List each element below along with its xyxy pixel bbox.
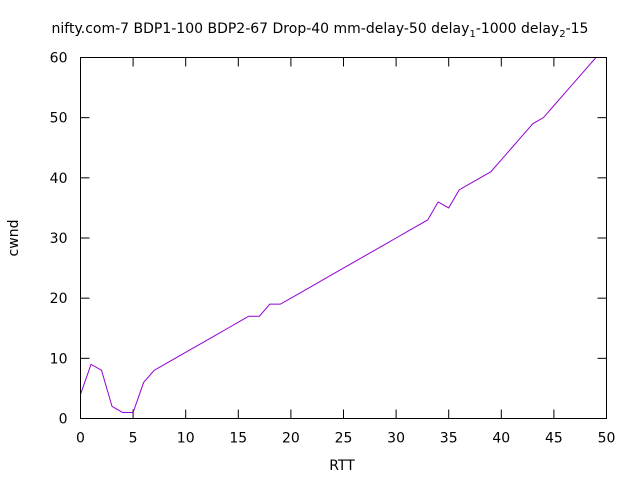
y-tick-label: 30 (50, 231, 68, 247)
x-axis-label: RTT (329, 458, 355, 474)
chart-title-subscript: 2 (559, 29, 565, 40)
x-tick-label: 10 (177, 431, 195, 447)
plot-series (80, 57, 597, 413)
x-tick-label: 45 (545, 431, 563, 447)
x-tick-label: 40 (492, 431, 510, 447)
x-tick-label: 5 (129, 431, 138, 447)
x-tick-label: 25 (335, 431, 353, 447)
y-tick-label: 20 (50, 291, 68, 307)
chart-title: nifty.com-7 BDP1-100 BDP2-67 Drop-40 mm-… (52, 21, 589, 40)
plot-frame (80, 57, 607, 419)
x-tick-label: 20 (282, 431, 300, 447)
y-tick-label: 10 (50, 351, 68, 367)
chart-title-subscript: 1 (469, 29, 475, 40)
chart-title-part: -15 (566, 21, 589, 37)
x-tick-label: 0 (76, 431, 85, 447)
y-axis: 0 10 20 30 40 50 60 (50, 51, 607, 428)
cwnd-series-line (80, 57, 597, 413)
x-tick-label: 35 (440, 431, 458, 447)
x-tick-label: 15 (229, 431, 247, 447)
x-tick-label: 50 (598, 431, 616, 447)
y-axis-label: cwnd (6, 220, 22, 257)
chart-title-part: nifty.com-7 BDP1-100 BDP2-67 Drop-40 mm-… (52, 21, 470, 37)
y-tick-label: 0 (59, 412, 68, 428)
y-tick-label: 50 (50, 111, 68, 127)
y-tick-label: 40 (50, 171, 68, 187)
y-tick-label: 60 (50, 51, 68, 67)
x-axis: 0 5 10 15 20 25 30 35 40 45 50 (76, 57, 616, 447)
x-tick-label: 30 (387, 431, 405, 447)
chart-title-part: -1000 delay (476, 21, 559, 37)
